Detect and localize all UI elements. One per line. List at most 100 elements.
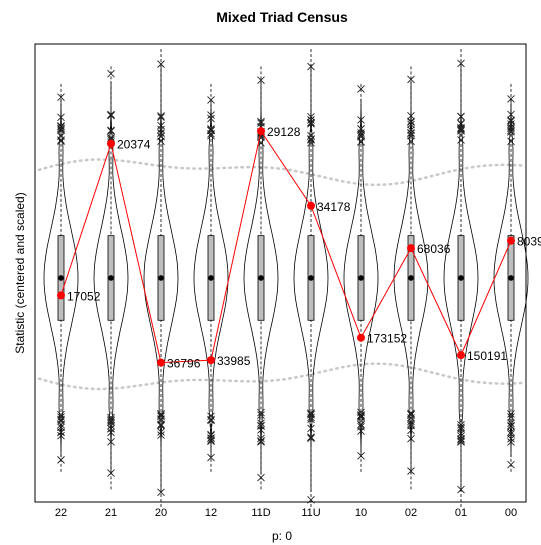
outlier-mark <box>507 422 515 431</box>
observed-point-10 <box>357 333 365 342</box>
outlier-mark <box>457 127 465 135</box>
outlier-mark <box>407 75 415 84</box>
observed-point-21 <box>107 139 115 148</box>
outlier-mark <box>57 428 65 437</box>
outlier-mark <box>457 112 465 121</box>
violin-outline <box>393 81 429 475</box>
outlier-mark <box>57 124 65 133</box>
outlier-mark <box>107 428 115 437</box>
x-tick-01: 01 <box>455 507 467 519</box>
data-label-00: 8039 <box>517 235 541 249</box>
outlier-mark <box>307 424 315 433</box>
y-axis-label: Statistic (centered and scaled) <box>13 192 27 353</box>
outlier-mark <box>507 430 515 438</box>
band-upper <box>37 158 524 187</box>
x-tick-22: 22 <box>55 507 67 519</box>
outlier-mark <box>357 411 365 419</box>
outlier-mark <box>157 431 165 439</box>
outlier-mark <box>457 126 465 134</box>
outlier-mark <box>407 410 415 419</box>
x-axis-label: p: 0 <box>272 529 292 543</box>
data-label-01: 150191 <box>467 349 507 363</box>
outlier-mark <box>257 419 265 427</box>
median-point <box>208 275 214 281</box>
outlier-mark <box>157 411 165 419</box>
outlier-mark <box>307 131 315 140</box>
violin-outline <box>243 81 279 475</box>
outlier-mark <box>257 408 265 417</box>
x-tick-21: 21 <box>105 507 117 519</box>
x-tick-11D: 11D <box>251 507 270 519</box>
violin-00 <box>493 83 529 473</box>
data-label-02: 68036 <box>417 242 451 256</box>
outlier-mark <box>407 117 415 126</box>
outlier-mark <box>457 424 465 433</box>
observed-point-02 <box>407 244 415 253</box>
outlier-mark <box>207 416 215 425</box>
outlier-mark <box>457 485 465 494</box>
outlier-mark <box>107 418 115 427</box>
median-point <box>408 275 414 281</box>
outlier-mark <box>207 434 215 442</box>
outlier-mark <box>57 137 65 146</box>
outlier-mark <box>357 85 365 93</box>
outlier-mark <box>357 411 365 420</box>
outlier-mark <box>357 422 365 431</box>
outlier-mark <box>307 434 315 443</box>
data-label-11U: 34178 <box>317 200 351 214</box>
outlier-mark <box>457 124 465 133</box>
outlier-mark <box>357 130 365 139</box>
outlier-mark <box>407 421 415 430</box>
outlier-mark <box>507 117 515 125</box>
chart-title: Mixed Triad Census <box>216 9 348 25</box>
outlier-mark <box>157 412 165 421</box>
x-tick-labels: 22 21 20 12 11D 11U 10 02 01 00 <box>55 507 517 519</box>
outlier-mark <box>207 415 215 424</box>
outlier-mark <box>57 93 65 101</box>
outlier-mark <box>507 428 515 436</box>
outlier-mark <box>257 76 265 84</box>
observed-point-00 <box>507 236 515 245</box>
outlier-mark <box>57 415 65 424</box>
outlier-mark <box>157 420 165 429</box>
outlier-mark <box>157 488 165 497</box>
data-label-22: 17052 <box>67 289 101 303</box>
x-tick-00: 00 <box>505 507 517 519</box>
outlier-mark <box>457 437 465 446</box>
median-point <box>358 275 364 281</box>
observed-point-01 <box>457 351 465 360</box>
outlier-mark <box>407 118 415 126</box>
outlier-mark <box>407 126 415 134</box>
outlier-mark <box>457 119 465 128</box>
outlier-mark <box>357 408 365 417</box>
violin-outline <box>343 98 379 458</box>
violin-outline <box>493 98 529 458</box>
outlier-mark <box>57 122 65 131</box>
outlier-mark <box>157 125 165 134</box>
outlier-mark <box>507 460 515 469</box>
outlier-mark <box>107 438 115 446</box>
outlier-mark <box>357 125 365 133</box>
outlier-mark <box>407 129 415 137</box>
outlier-mark <box>457 435 465 444</box>
outlier-mark <box>357 132 365 141</box>
outlier-mark <box>457 420 465 429</box>
x-tick-10: 10 <box>355 507 367 519</box>
outlier-mark <box>257 434 265 443</box>
data-label-20: 36796 <box>167 357 201 371</box>
median-point <box>508 275 514 281</box>
outlier-mark <box>157 112 165 120</box>
outlier-mark <box>507 126 515 135</box>
observed-point-11U <box>307 201 315 210</box>
x-tick-02: 02 <box>405 507 417 519</box>
outlier-mark <box>457 59 465 68</box>
outlier-mark <box>457 136 465 144</box>
violins <box>43 48 529 507</box>
outlier-mark <box>257 117 265 126</box>
outlier-mark <box>357 420 365 429</box>
outlier-mark <box>507 413 515 421</box>
outlier-mark <box>407 409 415 418</box>
outlier-mark <box>57 122 65 130</box>
outlier-mark <box>357 129 365 137</box>
outlier-mark <box>407 467 415 475</box>
